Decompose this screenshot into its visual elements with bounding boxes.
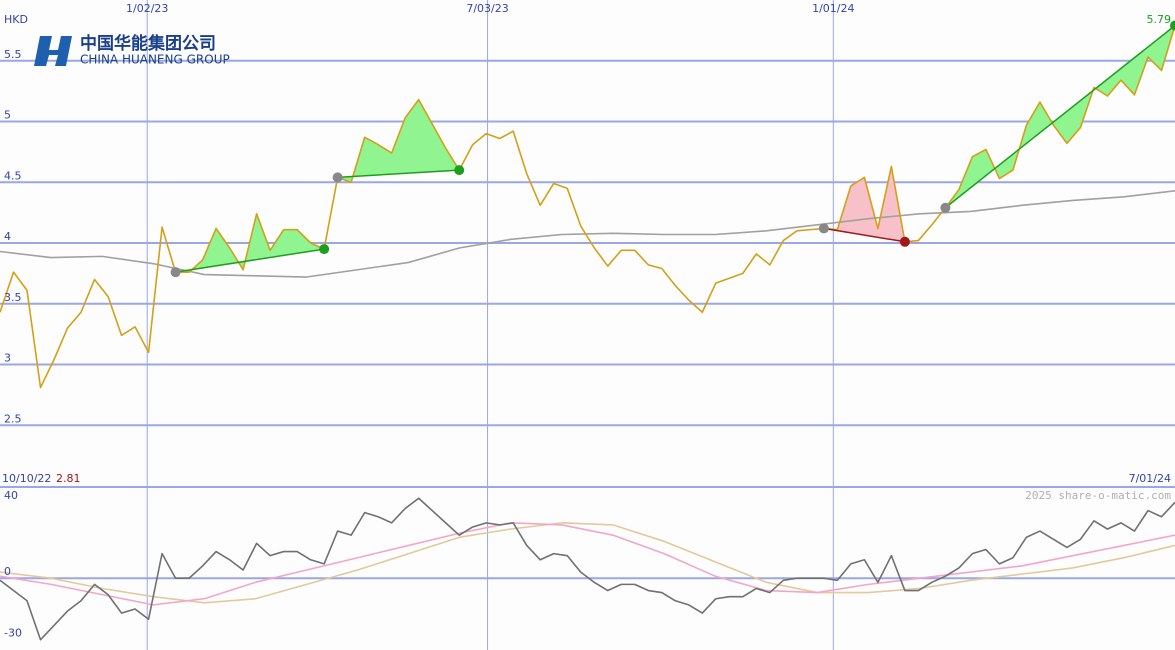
y-tick-label: 3 (4, 352, 11, 365)
trend-start (818, 223, 829, 234)
series-line (0, 25, 1175, 389)
last-price: 5.79 (1147, 13, 1172, 26)
y-tick-label: 4 (4, 230, 11, 243)
series-line (0, 522, 1175, 604)
trend-start (332, 172, 343, 183)
trend-start (170, 267, 181, 278)
trend-line (175, 248, 325, 273)
trend-line (944, 24, 1175, 209)
trend-end (899, 236, 910, 247)
trend-area (337, 99, 460, 183)
y-tick-label: 3.5 (4, 291, 22, 304)
y-tick-label: 2.5 (4, 412, 22, 425)
trend-line (823, 227, 906, 243)
trend-start (940, 202, 951, 213)
logo-en: CHINA HUANENG GROUP (80, 53, 230, 67)
logo-icon (34, 36, 72, 66)
low-price: 2.81 (56, 472, 81, 485)
y-tick-label: 4.5 (4, 169, 22, 182)
logo: 中国华能集团公司 CHINA HUANENG GROUP (34, 33, 230, 67)
x-tick-label: 1/02/23 (126, 2, 168, 15)
series-line (0, 497, 1175, 641)
series-line (0, 522, 1175, 606)
x-tick-label: 1/01/24 (812, 2, 854, 15)
trend-end (319, 244, 330, 255)
data (0, 20, 1175, 641)
y-tick-label: 40 (4, 489, 18, 502)
first-date: 10/10/22 (2, 472, 51, 485)
series-line (0, 189, 1175, 278)
trend-area (823, 166, 905, 242)
watermark: 2025 share-o-matic.com (1025, 489, 1171, 502)
x-tick-label: 7/03/23 (466, 2, 508, 15)
y-tick-label: -30 (4, 627, 22, 640)
trend-line (337, 169, 460, 179)
trend-end (1170, 20, 1175, 31)
logo-cn: 中国华能集团公司 (80, 33, 216, 54)
unit-label: HKD (4, 13, 28, 26)
last-date: 7/01/24 (1129, 472, 1171, 485)
trend-end (454, 165, 465, 176)
y-tick-label: 5 (4, 109, 11, 122)
y-tick-label: 5.5 (4, 48, 22, 61)
y-tick-label: 0 (4, 565, 11, 578)
